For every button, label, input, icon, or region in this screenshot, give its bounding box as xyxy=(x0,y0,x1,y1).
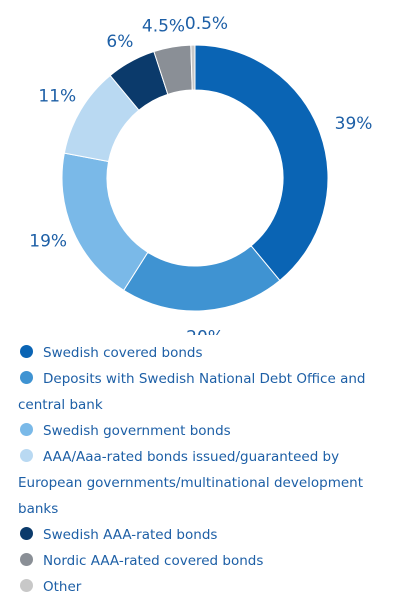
slice-label: 20% xyxy=(186,328,224,335)
legend-swatch xyxy=(20,345,33,358)
legend-item: Swedish AAA-rated bonds xyxy=(18,522,398,548)
slice-label: 0.5% xyxy=(185,14,228,34)
legend-item: Deposits with Swedish National Debt Offi… xyxy=(18,366,398,418)
chart: 39% 20% 19% 11% 6% 4.5%0.5% xyxy=(29,14,373,335)
slice-label: 6% xyxy=(106,32,133,52)
legend-label: Other xyxy=(43,579,82,595)
legend-item: Other xyxy=(18,574,398,600)
slice-label: 4.5% xyxy=(142,16,185,36)
slice xyxy=(190,44,196,91)
legend-label: Swedish government bonds xyxy=(43,423,231,439)
page: {"chart_data": {"type": "pie", "categori… xyxy=(18,14,373,595)
legend-item: Nordic AAA-rated covered bonds xyxy=(18,548,398,574)
legend-swatch xyxy=(20,553,33,566)
slice xyxy=(123,245,281,312)
legend-label: Nordic AAA-rated covered bonds xyxy=(43,553,264,569)
slice xyxy=(61,152,149,291)
legend-label: Swedish covered bonds xyxy=(43,345,203,361)
legend-swatch xyxy=(20,579,33,592)
legend-swatch xyxy=(20,527,33,540)
legend-swatch xyxy=(20,449,33,462)
legend: Swedish covered bonds Deposits with Swedi… xyxy=(18,340,398,600)
slice-label: 19% xyxy=(29,232,67,252)
legend-item: Swedish government bonds xyxy=(18,418,398,444)
slice xyxy=(194,44,329,282)
legend-swatch xyxy=(20,371,33,384)
legend-label: Swedish AAA-rated bonds xyxy=(43,527,218,543)
slice-label: 39% xyxy=(335,114,373,134)
legend-label: AAA/Aaa-rated bonds issued/guaranteed by… xyxy=(18,449,364,517)
legend-label: Deposits with Swedish National Debt Offi… xyxy=(18,371,366,413)
legend-item: Swedish covered bonds xyxy=(18,340,398,366)
legend-item: AAA/Aaa-rated bonds issued/guaranteed by… xyxy=(18,444,398,522)
legend-swatch xyxy=(20,423,33,436)
slice-label: 11% xyxy=(38,87,76,107)
